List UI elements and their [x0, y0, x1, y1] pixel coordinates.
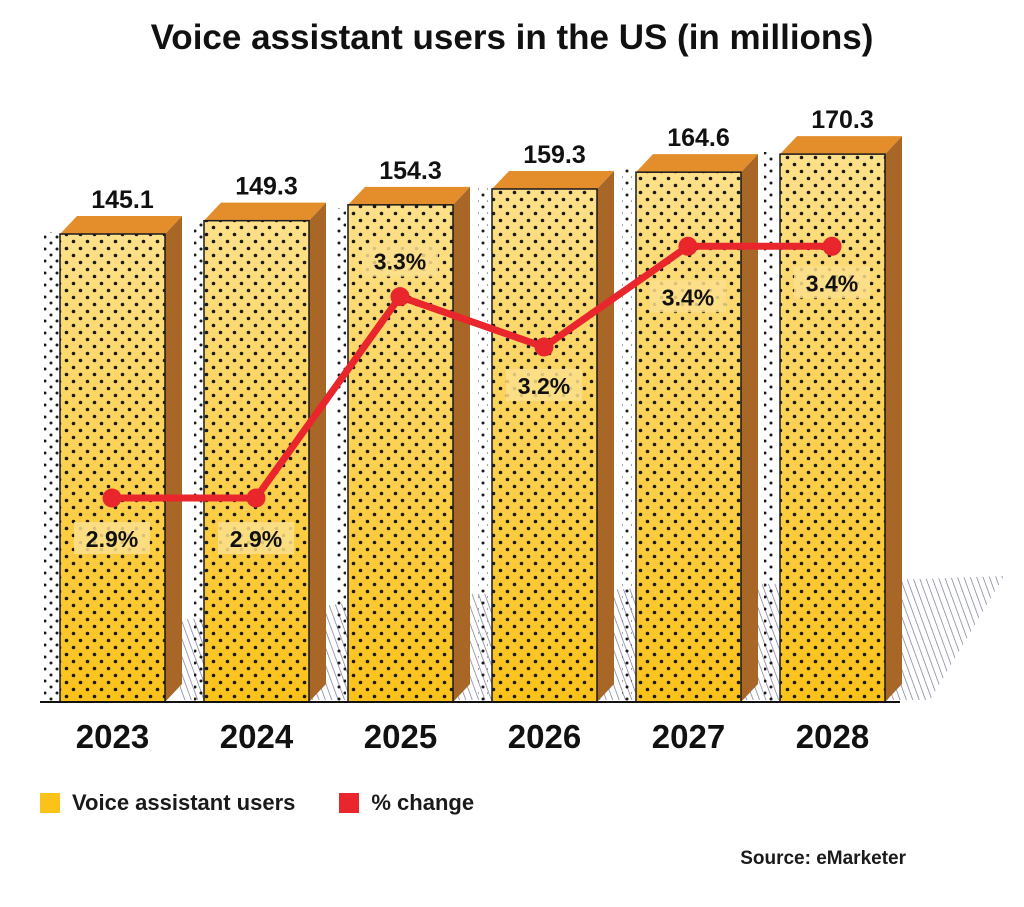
bar-pattern-2025	[347, 204, 454, 703]
change-label-bg-2024	[218, 522, 294, 554]
x-tick-label-2023: 2023	[76, 718, 149, 755]
x-tick-label-2027: 2027	[652, 718, 725, 755]
legend-item-change: % change	[339, 790, 474, 816]
edge-dots-2024	[194, 222, 204, 702]
bar-value-label-2026: 159.3	[523, 141, 586, 169]
edge-dots-2026	[478, 186, 488, 702]
edge-dots-2027	[622, 168, 632, 702]
change-point-2025	[390, 287, 410, 307]
bar-value-label-2027: 164.6	[667, 124, 730, 152]
bar-side-2026	[597, 170, 614, 703]
legend-item-users: Voice assistant users	[40, 790, 295, 816]
change-label-2027: 3.4%	[662, 284, 714, 310]
bar-side-2023	[165, 216, 182, 702]
bar-side-2025	[453, 186, 470, 702]
change-line	[112, 242, 832, 502]
x-tick-label-2024: 2024	[220, 718, 294, 755]
legend: Voice assistant users % change	[40, 790, 518, 816]
bar-value-label-2023: 145.1	[91, 186, 154, 214]
bar-cap-2024	[204, 202, 326, 221]
legend-swatch-change	[339, 793, 360, 813]
change-point-2023	[102, 488, 122, 508]
change-label-bg-2023	[74, 522, 150, 554]
bar-value-label-2024: 149.3	[235, 173, 298, 201]
bar-value-label-2028: 170.3	[811, 106, 874, 134]
bar-side-2028	[885, 136, 902, 703]
bar-cap-2027	[636, 154, 758, 173]
bar-pattern-2028	[779, 153, 886, 703]
bar-side-2024	[309, 202, 326, 702]
edge-dots-2025	[336, 208, 346, 702]
change-point-2024	[246, 488, 266, 508]
change-point-2028	[822, 236, 842, 256]
bar-cap-2026	[492, 170, 614, 189]
bar-pattern-2024	[203, 219, 310, 703]
x-tick-label-2026: 2026	[508, 718, 581, 755]
x-tick-label-2028: 2028	[796, 718, 869, 755]
legend-label-change: % change	[371, 790, 475, 815]
source-note: Source: eMarketer	[740, 848, 906, 869]
change-point-2026	[534, 337, 554, 357]
bar-cap-2028	[780, 136, 902, 155]
bar-pattern-2023	[59, 233, 166, 703]
change-label-bg-2025	[362, 244, 438, 277]
change-label-2024: 2.9%	[230, 526, 282, 552]
edge-dots-2028	[764, 152, 774, 702]
bars-layer	[40, 136, 902, 703]
bar-cap-2023	[60, 216, 182, 234]
change-label-bg-2028	[794, 266, 870, 299]
legend-swatch-users	[40, 793, 60, 813]
bar-pattern-2027	[635, 171, 742, 703]
bar-value-label-2025: 154.3	[379, 157, 442, 185]
x-tick-label-2025: 2025	[364, 718, 437, 755]
bar-pattern-2026	[491, 188, 598, 703]
line-layer	[102, 236, 842, 508]
change-label-2023: 2.9%	[86, 526, 138, 552]
change-label-bg-2026	[506, 368, 582, 401]
edge-dots-left	[44, 232, 60, 702]
change-label-2026: 3.2%	[518, 373, 570, 399]
chart-title: Voice assistant users in the US (in mill…	[150, 18, 874, 57]
bar-side-2027	[741, 154, 758, 702]
change-label-2028: 3.4%	[806, 270, 858, 296]
change-label-bg-2027	[650, 280, 726, 313]
bar-cap-2025	[348, 186, 470, 205]
change-label-2025: 3.3%	[374, 249, 426, 275]
labels-layer: 145.1 2023 149.3 2024 154.3 2025 159.3 2026 164.…	[74, 106, 874, 755]
legend-label-users: Voice assistant users	[72, 790, 296, 815]
change-point-2027	[678, 236, 698, 256]
